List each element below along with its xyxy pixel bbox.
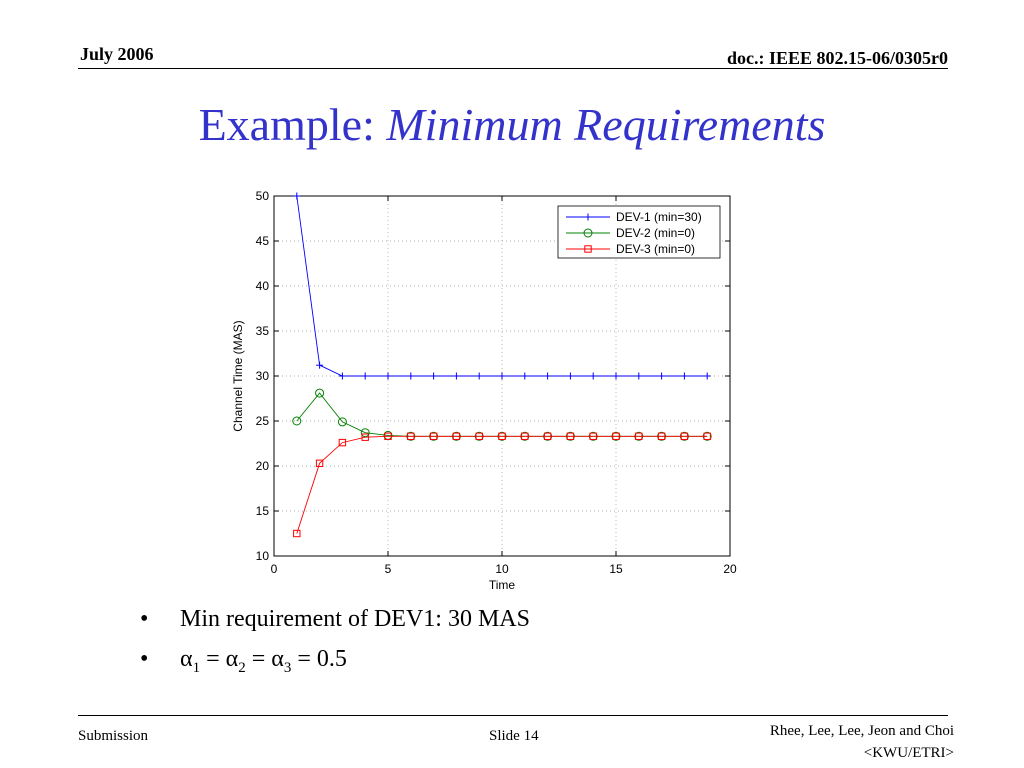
channel-time-chart: 10 15 20 25 30 35 40 45 50 0 5 10 15 20 Time Channel Ti… xyxy=(231,189,737,592)
series-line-3 xyxy=(296,435,708,534)
data-point-dev3 xyxy=(612,432,620,441)
data-point-dev1 xyxy=(566,372,574,380)
alpha-1: α xyxy=(180,646,193,672)
y-tick-label: 25 xyxy=(256,414,270,428)
x-tick-label: 0 xyxy=(271,562,278,576)
data-point-dev2 xyxy=(315,388,325,398)
data-point-dev3 xyxy=(338,438,347,447)
title-italic: Minimum Requirements xyxy=(386,99,826,150)
y-axis-label: Channel Time (MAS) xyxy=(231,320,245,431)
legend-label: DEV-1 (min=30) xyxy=(616,210,702,224)
data-point-dev1 xyxy=(452,372,460,380)
bullet-dot: • xyxy=(140,606,149,632)
data-point-dev3 xyxy=(407,432,415,441)
header-doc-id: doc.: IEEE 802.15-06/0305r0 xyxy=(726,48,948,68)
footer-rule xyxy=(78,715,948,716)
data-point-dev1 xyxy=(361,372,369,380)
y-tick-label: 40 xyxy=(256,279,270,293)
data-point-dev3 xyxy=(452,432,461,441)
data-point-dev3 xyxy=(521,432,529,441)
data-point-dev1 xyxy=(544,372,552,380)
bullet-list: • Min requirement of DEV1: 30 MAS • α1 =… xyxy=(140,604,530,684)
footer-authors: Rhee, Lee, Lee, Jeon and Choi <KWU/ETRI> xyxy=(770,720,954,764)
slide-title: Example: Minimum Requirements xyxy=(0,98,1024,151)
data-point-dev3 xyxy=(635,432,643,441)
data-point-dev3 xyxy=(429,432,438,441)
data-point-dev3 xyxy=(498,432,506,441)
y-tick-label: 45 xyxy=(256,234,270,248)
x-axis-label: Time xyxy=(489,578,516,592)
footer-submission: Submission xyxy=(78,728,149,744)
y-tick-label: 35 xyxy=(256,324,270,338)
data-point-dev2 xyxy=(292,416,302,426)
data-point-dev1 xyxy=(430,372,438,380)
y-tick-label: 50 xyxy=(256,189,270,203)
legend-swatch-marker xyxy=(584,213,592,221)
data-point-dev1 xyxy=(680,372,688,380)
y-tick-label: 15 xyxy=(256,504,270,518)
data-point-dev3 xyxy=(293,529,301,538)
x-tick-label: 15 xyxy=(609,562,623,576)
bullet-text: Min requirement of DEV1: 30 MAS xyxy=(180,606,530,632)
alpha-value: 0.5 xyxy=(316,646,347,672)
eq-3: = xyxy=(291,646,317,672)
alpha-2-sub: 2 xyxy=(238,659,246,676)
eq-1: = xyxy=(200,646,226,672)
series-line-2 xyxy=(296,392,708,437)
data-point-dev2 xyxy=(360,428,370,438)
footer-authors-names: Rhee, Lee, Lee, Jeon and Choi xyxy=(769,723,954,739)
x-tick-label: 10 xyxy=(495,562,509,576)
title-plain: Example: xyxy=(198,99,387,150)
legend-label: DEV-3 (min=0) xyxy=(616,242,695,256)
data-point-dev3 xyxy=(703,432,711,441)
data-point-dev3 xyxy=(361,433,369,441)
data-point-dev1 xyxy=(475,372,483,380)
data-point-dev1 xyxy=(635,372,643,380)
data-point-dev3 xyxy=(384,432,392,441)
data-point-dev3 xyxy=(589,432,597,441)
data-point-dev3 xyxy=(680,432,689,441)
legend-swatch-marker xyxy=(583,228,593,238)
data-point-dev1 xyxy=(293,192,301,200)
data-point-dev2 xyxy=(337,417,347,427)
data-point-dev1 xyxy=(407,372,415,380)
header-rule xyxy=(78,68,948,69)
alpha-3-sub: 3 xyxy=(283,659,292,676)
x-tick-label: 5 xyxy=(385,562,392,576)
data-point-dev3 xyxy=(475,432,483,441)
data-point-dev1 xyxy=(589,372,597,380)
header-date: July 2006 xyxy=(80,44,154,64)
x-tick-label: 20 xyxy=(723,562,737,576)
data-point-dev1 xyxy=(338,372,346,380)
legend-label: DEV-2 (min=0) xyxy=(616,226,695,240)
footer-slide-number: Slide 14 xyxy=(489,728,539,744)
bullet-dot: • xyxy=(140,646,149,672)
data-point-dev1 xyxy=(384,372,392,380)
legend-swatch-marker xyxy=(584,245,592,253)
bullet-alpha: • α1 = α2 = α3 = 0.5 xyxy=(140,644,530,684)
data-point-dev3 xyxy=(315,459,324,468)
data-point-dev1 xyxy=(658,372,666,380)
y-tick-label: 20 xyxy=(256,459,270,473)
data-point-dev3 xyxy=(657,432,666,441)
alpha-2: α xyxy=(225,646,239,672)
data-point-dev3 xyxy=(543,432,552,441)
y-tick-label: 30 xyxy=(256,369,270,383)
data-point-dev1 xyxy=(521,372,529,380)
alpha-3: α xyxy=(271,646,284,672)
eq-2: = xyxy=(245,646,272,672)
y-tick-label: 10 xyxy=(256,549,270,563)
data-point-dev1 xyxy=(498,372,506,380)
data-point-dev3 xyxy=(566,432,575,441)
footer-affiliation: <KWU/ETRI> xyxy=(863,745,954,761)
data-point-dev1 xyxy=(612,372,620,380)
data-point-dev1 xyxy=(316,361,324,369)
alpha-1-sub: 1 xyxy=(192,659,201,676)
bullet-min-requirement: • Min requirement of DEV1: 30 MAS xyxy=(140,604,530,644)
data-point-dev1 xyxy=(703,372,711,380)
